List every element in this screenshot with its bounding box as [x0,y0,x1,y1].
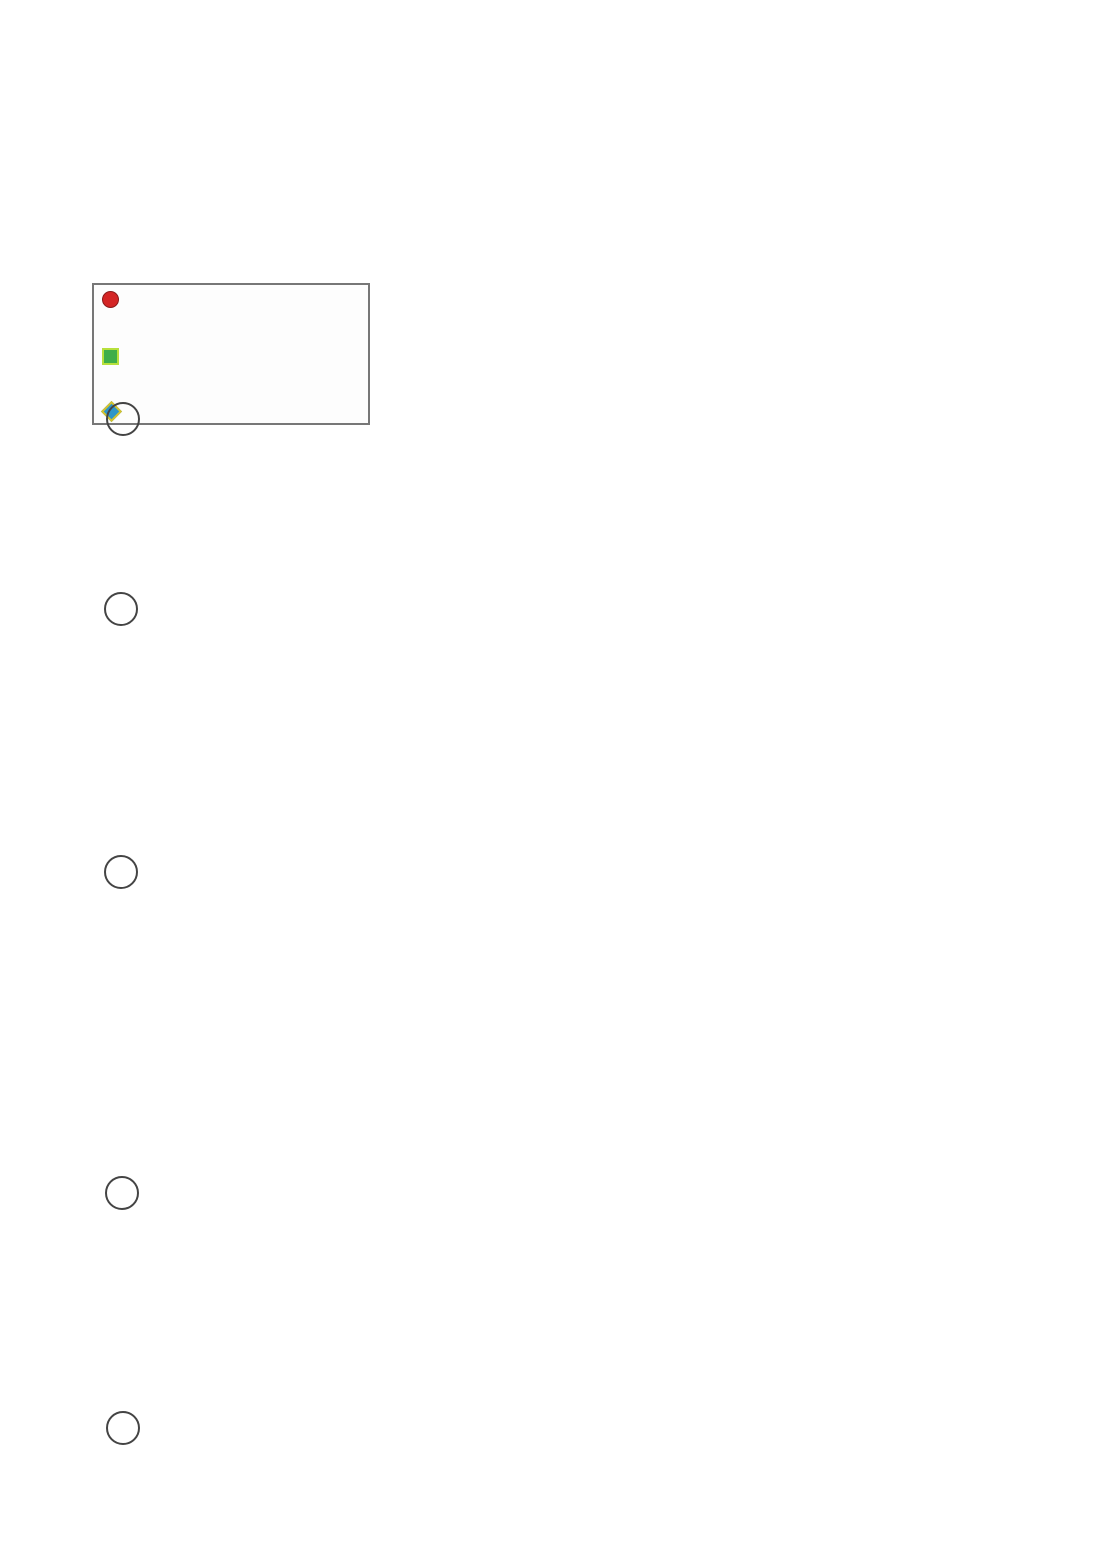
panel-b-badge [104,592,138,626]
eon-paleoproterozoic [348,42,587,95]
legend-item-middle-tp [102,347,364,365]
tectonics-early-plate [348,185,793,238]
eon-mesoproterozoic [587,42,740,95]
supercontinent-pangea [910,140,998,185]
red-circle-icon [102,291,119,308]
supercontinent-gondwana [793,140,910,185]
supercontinent-nuna [455,140,670,185]
tectonics-modern-plate [857,185,998,238]
tectonics-pre-plate [88,185,168,238]
age-contemporary-earth [857,95,998,140]
eon-phanerozoic [857,42,998,95]
supercontinent-rodinia [670,140,793,185]
panel-a-badge [106,402,140,436]
age-middle-age [530,95,793,140]
legend-item-low-tp [100,400,364,423]
legend-item-high-tp [102,291,364,308]
age-transition [793,95,857,140]
panel-c-badge [104,855,138,889]
tectonics-transition [168,185,348,238]
legend-box [92,283,370,425]
supercontinent-cycles-label [95,140,340,185]
eon-nesoproterozoic [740,42,857,95]
tectonics-transition2 [793,185,857,238]
eon-archean [88,42,348,95]
panel-d-badge [105,1176,139,1210]
age-youth-age [348,95,530,140]
panel-e-badge [106,1411,140,1445]
age-early-earth [88,95,348,140]
green-square-icon [102,347,119,365]
